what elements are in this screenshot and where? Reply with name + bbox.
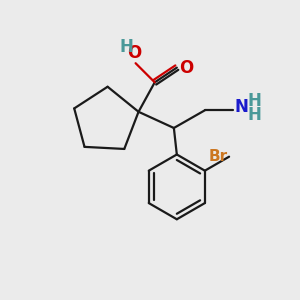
Text: O: O [179, 58, 194, 76]
Text: O: O [127, 44, 141, 62]
Text: H: H [248, 92, 261, 110]
Text: H: H [120, 38, 134, 56]
Text: N: N [234, 98, 248, 116]
Text: Br: Br [208, 149, 228, 164]
Text: H: H [248, 106, 261, 124]
